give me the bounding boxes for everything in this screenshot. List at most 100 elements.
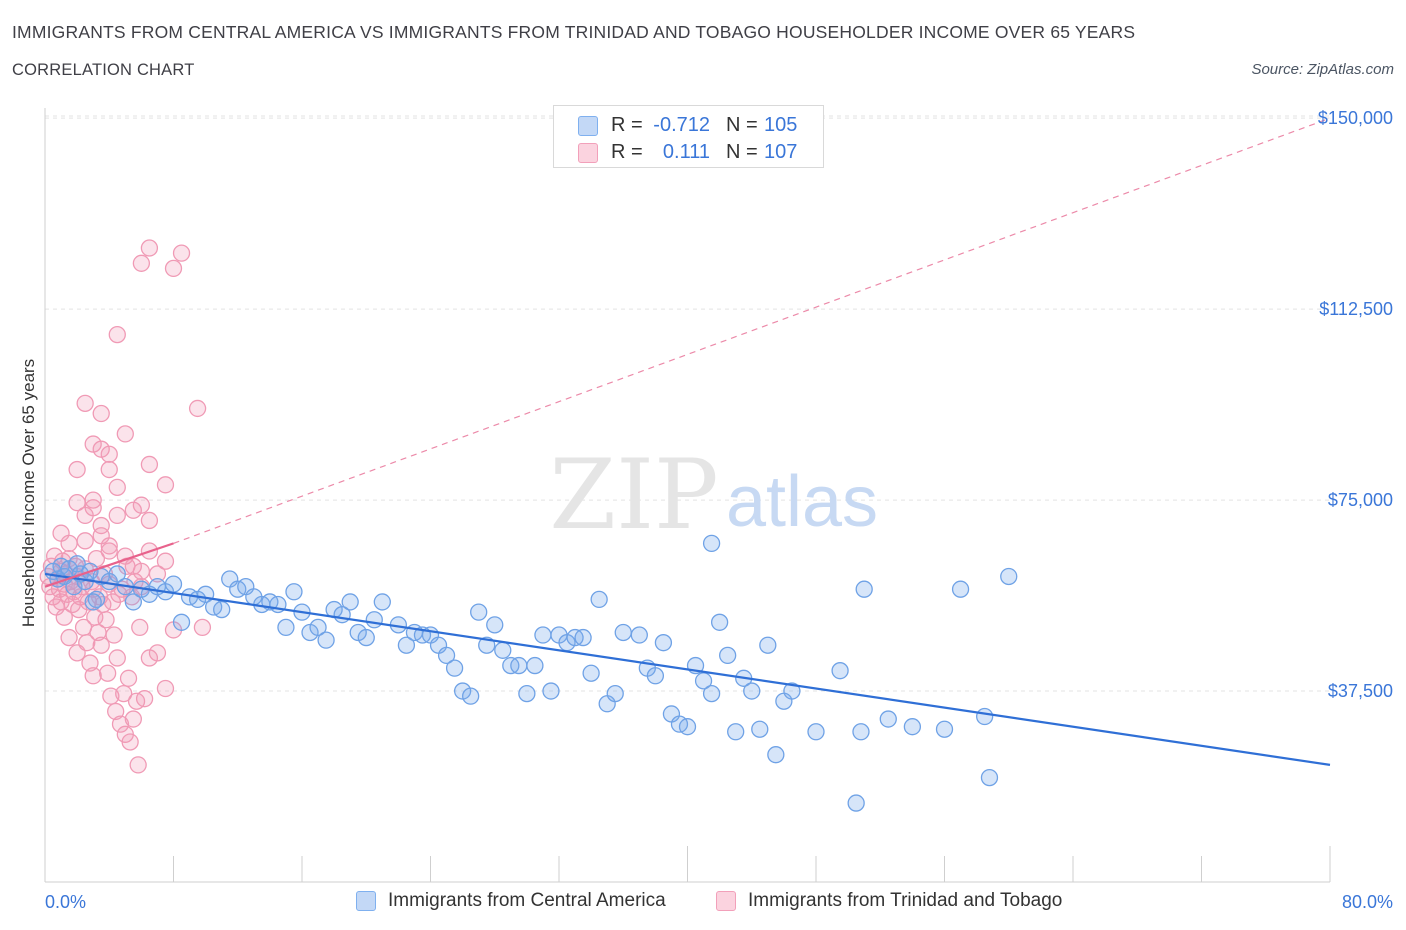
series-central-america-points — [44, 534, 1018, 812]
data-point-central-america — [518, 684, 536, 703]
data-point-trinidad — [81, 654, 99, 672]
data-point-trinidad — [68, 460, 86, 479]
data-point-central-america — [84, 593, 102, 611]
source-label: Source: ZipAtlas.com — [1251, 61, 1394, 78]
data-point-central-america — [630, 626, 648, 644]
data-point-central-america — [277, 618, 295, 637]
watermark-zip: ZIP — [549, 439, 718, 551]
legend-swatch-pink — [578, 143, 598, 163]
data-point-trinidad — [78, 634, 96, 652]
data-point-central-america — [903, 718, 922, 736]
data-point-central-america — [494, 641, 512, 659]
legend-n-value: 105 — [764, 114, 798, 136]
data-point-central-america — [935, 720, 954, 738]
data-point-trinidad — [100, 542, 118, 560]
data-point-trinidad — [188, 399, 207, 418]
data-point-trinidad — [193, 618, 212, 637]
grid-lines — [45, 115, 1330, 692]
data-point-trinidad — [105, 626, 123, 644]
series-trinidad-points — [39, 239, 212, 774]
data-point-central-america — [767, 746, 785, 764]
trend-lines — [44, 117, 1331, 766]
data-point-central-america — [852, 723, 870, 741]
data-point-trinidad — [132, 254, 151, 272]
data-point-trinidad — [131, 618, 149, 637]
data-point-trinidad — [129, 756, 147, 774]
data-point-central-america — [702, 534, 721, 553]
legend-r-value: 0.111 — [662, 141, 710, 163]
legend-n-label: N = — [726, 141, 758, 163]
data-point-trinidad — [140, 511, 159, 530]
y-tick-label: $150,000 — [1318, 108, 1393, 128]
data-point-trinidad — [140, 455, 159, 474]
data-point-trinidad — [60, 628, 78, 647]
bottom-legend-label: Immigrants from Central America — [388, 890, 666, 911]
bottom-legend-swatch-pink — [716, 891, 736, 911]
data-point-central-america — [164, 575, 183, 593]
bottom-legend-swatch-blue — [356, 891, 376, 911]
bottom-legend-label: Immigrants from Trinidad and Tobago — [748, 890, 1063, 911]
data-point-central-america — [445, 659, 464, 677]
data-point-central-america — [373, 593, 391, 611]
data-point-trinidad — [164, 259, 183, 278]
data-point-central-america — [317, 631, 335, 649]
data-point-trinidad — [121, 733, 139, 751]
data-point-trinidad — [92, 636, 110, 654]
data-point-trinidad — [55, 608, 73, 626]
legend-r-value: -0.712 — [653, 114, 710, 136]
legend-swatch-blue — [578, 116, 598, 136]
chart-title: IMMIGRANTS FROM CENTRAL AMERICA VS IMMIG… — [12, 22, 1136, 42]
y-tick-label: $75,000 — [1328, 490, 1393, 510]
chart-subtitle: CORRELATION CHART — [12, 61, 195, 79]
data-point-trinidad — [92, 404, 110, 423]
data-point-central-america — [172, 613, 191, 631]
data-point-central-america — [87, 590, 106, 609]
data-point-trinidad — [108, 325, 126, 344]
y-tick-label: $112,500 — [1319, 299, 1393, 319]
data-point-central-america — [213, 600, 231, 619]
data-point-central-america — [678, 718, 697, 736]
data-point-trinidad — [119, 669, 138, 687]
y-axis-label: Householder Income Over 65 years — [19, 359, 38, 627]
data-point-trinidad — [84, 667, 102, 685]
data-point-trinidad — [111, 715, 130, 733]
data-point-central-america — [879, 710, 897, 728]
data-point-trinidad — [156, 679, 175, 698]
data-point-central-america — [590, 590, 608, 609]
data-point-trinidad — [108, 506, 126, 525]
x-tick-label: 80.0% — [1342, 892, 1393, 912]
axes — [44, 108, 1331, 883]
data-point-central-america — [526, 656, 544, 675]
trend-line-central-america — [44, 572, 1331, 766]
legend-n-value: 107 — [764, 141, 798, 163]
data-point-trinidad — [132, 496, 151, 514]
trend-line-trinidad — [44, 542, 174, 588]
x-tick-label: 0.0% — [45, 892, 86, 912]
data-point-central-america — [743, 682, 761, 700]
data-point-central-america — [855, 580, 873, 598]
data-point-trinidad — [140, 239, 159, 257]
data-point-central-america — [1000, 567, 1018, 586]
data-point-central-america — [646, 667, 665, 685]
data-point-central-america — [654, 634, 673, 652]
data-point-central-america — [727, 723, 745, 741]
legend-n-label: N = — [726, 114, 758, 136]
data-point-central-america — [397, 636, 416, 654]
data-point-trinidad — [68, 493, 86, 512]
data-point-central-america — [951, 580, 970, 598]
data-point-trinidad — [102, 687, 120, 705]
data-point-central-america — [831, 662, 849, 680]
data-point-trinidad — [52, 524, 70, 542]
trend-line-trinidad-extension — [173, 117, 1331, 544]
data-point-trinidad — [156, 476, 175, 494]
data-point-central-america — [702, 684, 721, 703]
data-point-central-america — [614, 623, 632, 642]
data-point-trinidad — [156, 552, 175, 570]
data-point-trinidad — [116, 425, 134, 443]
data-point-trinidad — [148, 565, 167, 583]
data-point-trinidad — [124, 557, 142, 575]
data-point-central-america — [719, 646, 737, 665]
data-point-trinidad — [124, 710, 142, 728]
data-point-central-america — [710, 613, 729, 631]
